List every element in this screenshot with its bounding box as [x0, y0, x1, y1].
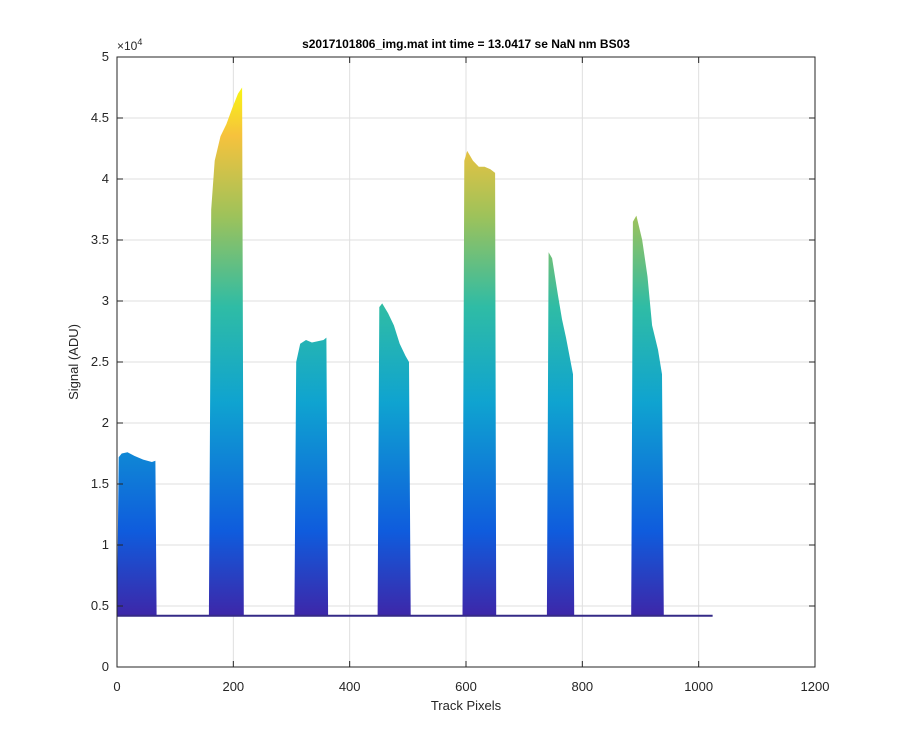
signal-band-3 — [294, 337, 329, 616]
data-bands — [117, 87, 664, 616]
y-tick-label: 1 — [102, 537, 109, 552]
y-tick-label: 5 — [102, 49, 109, 64]
x-tick-label: 600 — [455, 679, 477, 694]
y-axis: 0 0.5 1 1.5 2 2.5 3 3.5 4 4.5 5 — [91, 49, 815, 674]
y-tick-label: 4.5 — [91, 110, 109, 125]
signal-band-1 — [117, 452, 157, 616]
x-tick-label: 200 — [222, 679, 244, 694]
x-axis-label: Track Pixels — [431, 698, 502, 713]
signal-band-2 — [208, 87, 244, 616]
y-tick-label: 3 — [102, 293, 109, 308]
y-tick-label: 3.5 — [91, 232, 109, 247]
y-axis-label: Signal (ADU) — [66, 324, 81, 400]
y-tick-label: 0.5 — [91, 598, 109, 613]
signal-band-7 — [631, 215, 664, 616]
x-tick-label: 0 — [113, 679, 120, 694]
y-tick-label: 2.5 — [91, 354, 109, 369]
x-axis: 0 200 400 600 800 1000 1200 — [113, 57, 829, 694]
signal-band-5 — [462, 150, 497, 616]
y-exponent: ×104 — [117, 37, 142, 53]
x-tick-label: 800 — [571, 679, 593, 694]
y-tick-label: 4 — [102, 171, 109, 186]
x-tick-label: 1200 — [801, 679, 830, 694]
y-tick-label: 0 — [102, 659, 109, 674]
y-tick-label: 1.5 — [91, 476, 109, 491]
x-tick-label: 400 — [339, 679, 361, 694]
signal-band-4 — [377, 303, 411, 616]
y-tick-label: 2 — [102, 415, 109, 430]
x-tick-label: 1000 — [684, 679, 713, 694]
signal-band-6 — [546, 252, 575, 616]
chart-title: s2017101806_img.mat int time = 13.0417 s… — [302, 37, 630, 51]
